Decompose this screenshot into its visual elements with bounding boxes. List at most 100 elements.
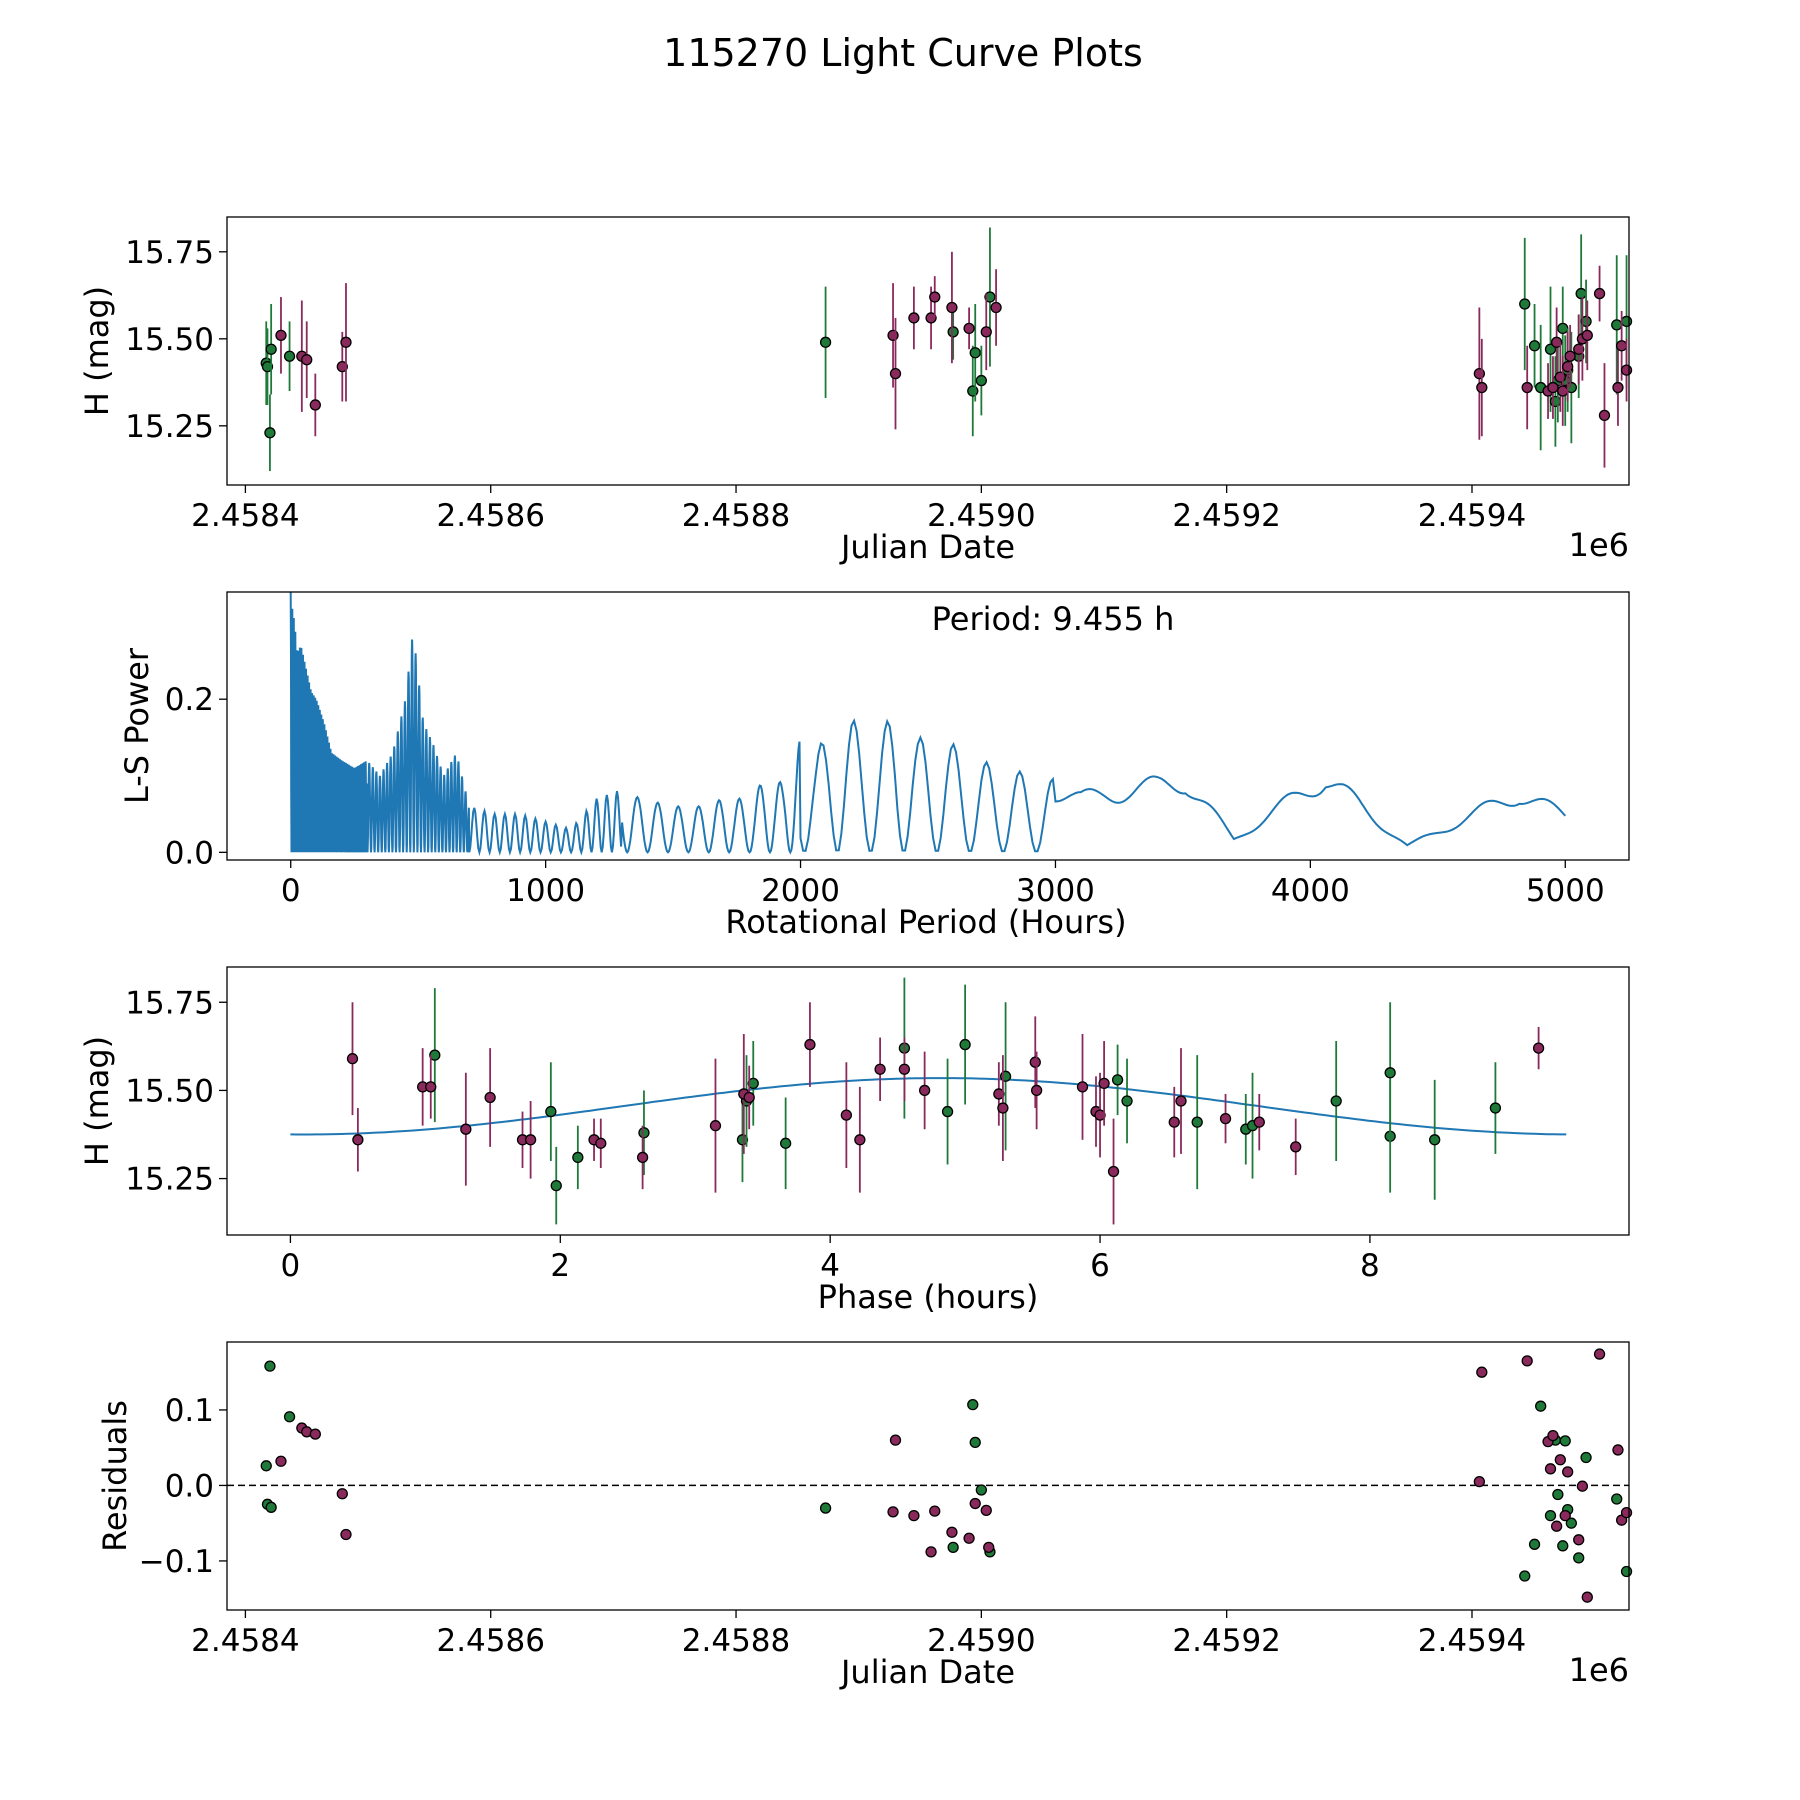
ls-ytick-label: 0.0 [165, 835, 214, 871]
phase-xtick-label: 0 [281, 1248, 301, 1284]
lc-green-point [1528, 340, 1541, 352]
lc-magenta-point [1593, 287, 1606, 300]
phase-magenta-point [425, 1081, 437, 1093]
lc-magenta-point [301, 354, 313, 366]
phase-magenta-point [709, 1120, 722, 1132]
resid-ytick-label: 0.0 [165, 1468, 214, 1504]
resid-magenta-point [1473, 1476, 1486, 1488]
resid-magenta-point [1620, 1506, 1633, 1519]
phase-green-point [941, 1105, 954, 1118]
resid-green-point [967, 1399, 979, 1411]
resid-green-point [1535, 1400, 1547, 1412]
light-curve-offset-label: 1e6 [1569, 526, 1629, 564]
lc-green-point [1544, 343, 1557, 355]
ls-xtick-label: 4000 [1271, 873, 1350, 909]
resid-magenta-point [1576, 1480, 1589, 1492]
period-annotation: Period: 9.455 h [932, 600, 1175, 638]
phase-green-point [736, 1134, 749, 1146]
resid-xtick-label: 2.4588 [682, 1623, 790, 1659]
resid-green-point [1557, 1540, 1569, 1552]
lc-magenta-point [887, 329, 899, 341]
resid-magenta-point [1554, 1454, 1566, 1466]
lc-magenta-point [1562, 361, 1574, 373]
ls-xtick-label: 3000 [1016, 873, 1095, 909]
ls-ytick-label: 0.2 [165, 682, 214, 718]
phase-green-point [1429, 1134, 1441, 1146]
resid-magenta-point [1476, 1366, 1488, 1378]
lc-magenta-point [1564, 350, 1576, 362]
phase-ytick-label: 15.25 [125, 1162, 214, 1198]
phase-axes-frame [226, 966, 1630, 1236]
lc-magenta-point [990, 301, 1002, 314]
periodogram-line [289, 591, 1567, 857]
lc-green-point [265, 343, 277, 355]
phase-magenta-point [874, 1063, 886, 1075]
residuals-ylabel: Residuals [96, 1400, 134, 1552]
lc-green-point [283, 350, 296, 362]
lc-xtick-label: 2.4584 [191, 498, 299, 534]
lc-magenta-point [1557, 385, 1569, 397]
lc-magenta-point [1598, 409, 1611, 422]
lc-green-point [1580, 315, 1592, 328]
lc-xtick-label: 2.4592 [1172, 498, 1280, 534]
lc-magenta-point [1550, 336, 1563, 348]
lc-magenta-point [908, 312, 920, 324]
lc-magenta-point [925, 312, 937, 324]
phase-magenta-point [804, 1038, 816, 1051]
resid-ytick-label: 0.1 [165, 1393, 214, 1429]
resid-magenta-point [946, 1526, 958, 1538]
phase-magenta-point [524, 1134, 537, 1146]
resid-magenta-point [925, 1546, 937, 1558]
lc-green-point [1549, 395, 1562, 408]
lc-xtick-label: 2.4590 [927, 498, 1035, 534]
lc-magenta-point [946, 301, 958, 314]
resid-green-point [1573, 1552, 1585, 1564]
phase-green-point [638, 1127, 650, 1139]
periodogram-xlabel: Rotational Period (Hours) [725, 903, 1126, 941]
lc-magenta-point [1521, 381, 1533, 394]
lc-green-point [984, 291, 996, 303]
lc-green-point [819, 336, 832, 348]
light-curve-ylabel: H (mag) [78, 286, 116, 416]
phase-xtick-label: 2 [550, 1248, 570, 1284]
phase-magenta-point [1253, 1116, 1265, 1128]
phase-magenta-point [595, 1137, 607, 1149]
resid-xtick-label: 2.4586 [436, 1623, 544, 1659]
lc-magenta-point [1620, 364, 1633, 376]
phase-green-point [1489, 1102, 1502, 1114]
phase-magenta-point [1219, 1112, 1232, 1125]
phase-green-point [1330, 1095, 1342, 1107]
phase-magenta-point [743, 1091, 755, 1104]
phase-magenta-point [854, 1134, 866, 1146]
phase-green-point [572, 1151, 584, 1164]
resid-green-point [283, 1411, 296, 1423]
resid-green-point [1552, 1488, 1564, 1501]
resid-green-point [975, 1484, 988, 1496]
resid-xtick-label: 2.4594 [1418, 1623, 1526, 1659]
lc-ytick-label: 15.25 [125, 409, 214, 445]
periodogram-ylabel: L-S Power [118, 647, 156, 804]
resid-ytick-label: −0.1 [139, 1544, 214, 1580]
lc-magenta-point [1612, 381, 1624, 394]
resid-green-point [969, 1436, 981, 1449]
resid-green-point [265, 1501, 277, 1513]
residuals-axes-frame [226, 1341, 1630, 1611]
phase-magenta-point [484, 1091, 496, 1104]
lc-magenta-point [1473, 367, 1486, 380]
lc-ytick-label: 15.75 [125, 235, 214, 271]
ls-xtick-label: 1000 [506, 873, 585, 909]
resid-magenta-point [1547, 1429, 1559, 1442]
resid-green-point [260, 1460, 272, 1472]
lc-magenta-point [309, 399, 321, 411]
lc-magenta-point [336, 361, 348, 373]
phase-magenta-point [636, 1151, 649, 1164]
resid-xtick-label: 2.4590 [927, 1623, 1035, 1659]
resid-green-point [1565, 1517, 1577, 1529]
phase-magenta-point [993, 1088, 1005, 1100]
periodogram-axes-frame [226, 591, 1630, 861]
phase-ytick-label: 15.50 [125, 1073, 214, 1109]
residuals-xlabel: Julian Date [839, 1653, 1015, 1691]
phase-xtick-label: 4 [820, 1248, 840, 1284]
lc-magenta-point [1581, 329, 1593, 341]
resid-magenta-point [1562, 1466, 1574, 1478]
